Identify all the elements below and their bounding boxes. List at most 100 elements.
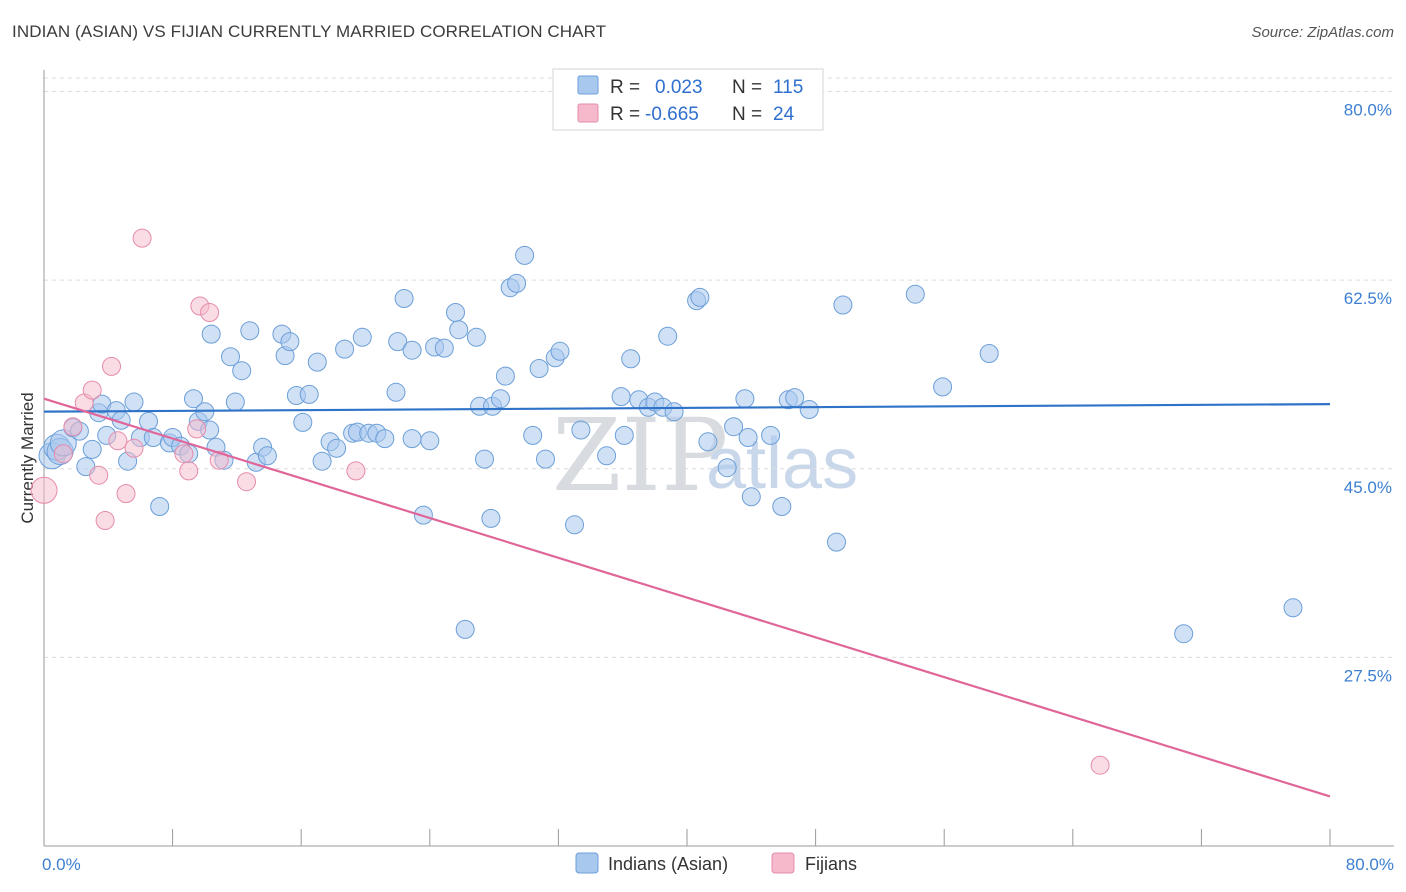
trend-layer	[43, 397, 1331, 798]
x-tick-label-max: 80.0%	[1346, 855, 1394, 874]
legend-swatch-fijians	[771, 852, 795, 874]
point-indians-asian	[312, 451, 332, 471]
point-indians-asian	[446, 303, 465, 322]
legend-label-fijians: Fijians	[805, 854, 857, 874]
point-fijians	[209, 450, 229, 470]
point-indians-asian	[565, 515, 584, 535]
y-tick-label: 80.0%	[1344, 101, 1392, 120]
point-indians-asian	[386, 382, 406, 402]
point-indians-asian	[201, 324, 221, 344]
point-fijians	[95, 511, 115, 530]
point-indians-asian	[335, 339, 355, 359]
point-fijians	[102, 356, 121, 376]
stats-n-value-fijians: 24	[773, 104, 795, 125]
stats-r-label-fijians: R =	[610, 104, 640, 125]
point-indians-asian	[232, 361, 252, 381]
point-indians-asian	[833, 295, 853, 315]
source-label: Source: ZipAtlas.com	[1251, 24, 1394, 41]
point-indians-asian	[724, 417, 744, 437]
points-layer	[30, 69, 1303, 775]
point-indians-asian	[352, 327, 372, 347]
point-indians-asian	[434, 338, 454, 358]
point-fijians	[179, 461, 199, 481]
point-indians-asian	[761, 425, 781, 445]
point-indians-asian	[402, 429, 422, 449]
point-indians-asian	[327, 438, 347, 458]
point-indians-asian	[495, 366, 515, 386]
point-indians-asian	[664, 402, 684, 422]
point-indians-asian	[280, 332, 300, 352]
point-indians-asian	[507, 273, 527, 293]
point-indians-asian	[1174, 624, 1194, 644]
point-indians-asian	[611, 387, 631, 407]
point-indians-asian	[772, 497, 792, 516]
point-fijians	[124, 438, 144, 458]
stats-r-value-indians: 0.023	[655, 77, 703, 98]
point-fijians	[346, 461, 366, 481]
stats-n-value-indians: 115	[773, 77, 803, 98]
legend: Indians (Asian) Fijians	[575, 852, 857, 874]
point-fijians	[82, 380, 102, 400]
stats-n-label-indians: N =	[732, 77, 762, 98]
x-tick-label-min: 0.0%	[42, 855, 81, 874]
point-indians-asian	[529, 359, 549, 378]
point-fijians	[187, 419, 207, 439]
point-fijians	[116, 484, 136, 504]
point-fijians	[132, 228, 152, 248]
point-fijians	[30, 476, 58, 504]
stats-swatch-fijians	[577, 103, 599, 123]
point-indians-asian	[550, 341, 570, 361]
point-fijians	[200, 303, 220, 322]
y-tick-label: 45.0%	[1344, 478, 1392, 497]
trendline-indians-asian	[43, 403, 1331, 413]
point-indians-asian	[979, 344, 999, 363]
point-indians-asian	[515, 245, 535, 265]
point-indians-asian	[614, 425, 634, 445]
point-indians-asian	[1283, 598, 1303, 618]
point-fijians	[1090, 755, 1110, 775]
point-indians-asian	[621, 349, 641, 369]
point-indians-asian	[124, 392, 144, 412]
point-indians-asian	[481, 508, 501, 528]
legend-swatch-indians	[575, 852, 599, 874]
point-indians-asian	[240, 321, 260, 341]
y-tick-labels: 80.0% 62.5% 45.0% 27.5%	[1344, 101, 1392, 686]
point-indians-asian	[536, 449, 555, 469]
stats-n-label-fijians: N =	[732, 104, 762, 125]
stats-r-value-fijians: -0.665	[645, 104, 699, 125]
point-fijians	[89, 465, 109, 485]
point-indians-asian	[455, 619, 475, 639]
stats-box: R = 0.023 N = 115 R = -0.665 N = 24	[552, 68, 824, 131]
point-indians-asian	[299, 384, 319, 404]
point-indians-asian	[491, 389, 510, 409]
point-indians-asian	[257, 446, 277, 466]
legend-label-indians: Indians (Asian)	[608, 854, 728, 874]
point-indians-asian	[827, 532, 846, 552]
point-indians-asian	[375, 429, 395, 449]
point-indians-asian	[905, 284, 925, 304]
y-tick-label: 27.5%	[1344, 666, 1392, 685]
point-fijians	[53, 444, 73, 464]
point-indians-asian	[735, 389, 755, 409]
point-indians-asian	[597, 446, 617, 466]
point-indians-asian	[394, 289, 414, 308]
point-indians-asian	[690, 287, 710, 307]
point-indians-asian	[466, 327, 486, 347]
point-indians-asian	[150, 497, 170, 516]
point-indians-asian	[221, 347, 240, 367]
y-tick-label: 62.5%	[1344, 289, 1392, 308]
point-fijians	[63, 417, 83, 437]
x-ticks	[43, 829, 1331, 846]
y-axis-title: Currently Married	[18, 392, 37, 523]
point-indians-asian	[738, 428, 758, 447]
stats-r-label-indians: R =	[610, 77, 640, 98]
point-indians-asian	[388, 332, 408, 352]
point-indians-asian	[402, 340, 422, 360]
point-indians-asian	[449, 320, 469, 340]
point-indians-asian	[307, 352, 327, 372]
point-indians-asian	[523, 425, 543, 445]
point-fijians	[174, 444, 194, 464]
point-fijians	[108, 431, 128, 451]
stats-swatch-indians	[577, 75, 599, 95]
